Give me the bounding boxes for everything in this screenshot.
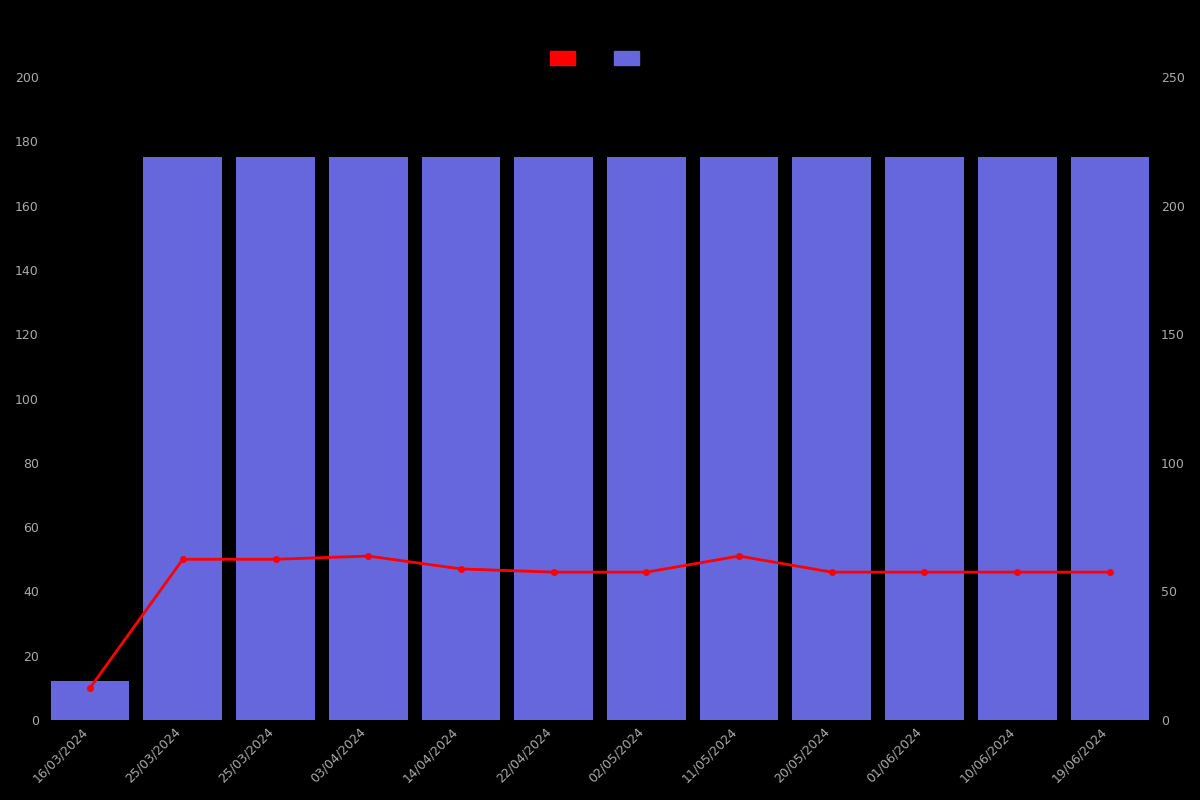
Bar [421, 158, 500, 720]
Bar [1070, 158, 1150, 720]
Bar [886, 158, 964, 720]
Bar [792, 158, 871, 720]
Bar [978, 158, 1056, 720]
Bar [144, 158, 222, 720]
Bar [236, 158, 314, 720]
Legend: , : , [545, 46, 655, 71]
Bar [700, 158, 779, 720]
Bar [607, 158, 685, 720]
Bar [329, 158, 408, 720]
Bar [515, 158, 593, 720]
Bar [50, 682, 130, 720]
